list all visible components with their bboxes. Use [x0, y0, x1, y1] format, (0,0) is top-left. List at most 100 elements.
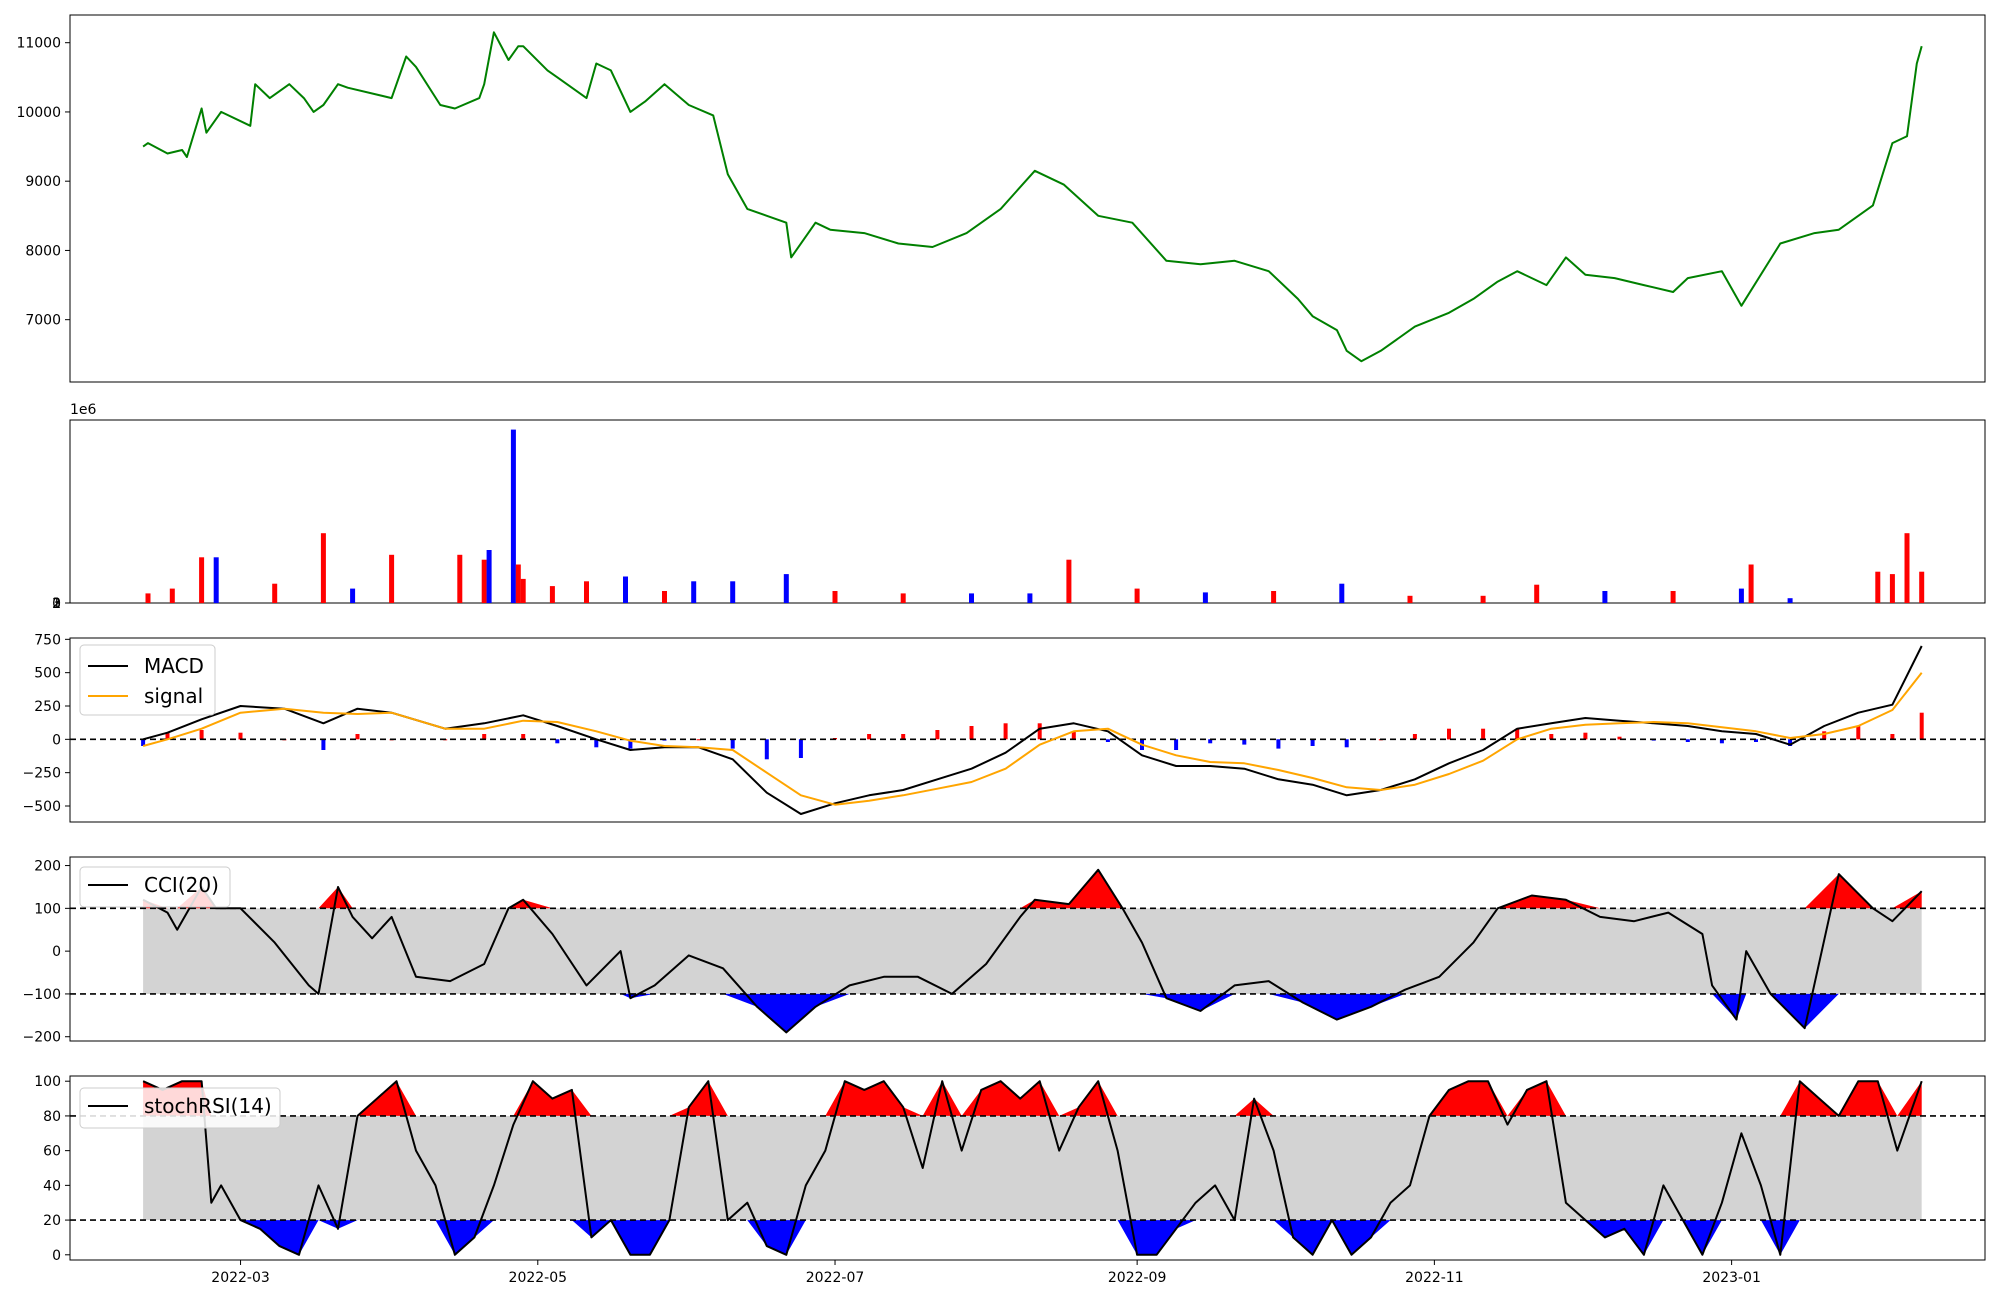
- volume-bar: [969, 593, 974, 603]
- macd-ytick-label: 500: [34, 666, 61, 682]
- macd-ytick-label: 250: [34, 699, 61, 715]
- cci-ytick-label: 0: [52, 944, 61, 960]
- volume-bar: [1748, 564, 1754, 603]
- cci-panel: −200 −100 0 100 200 CCI(20): [23, 856, 1986, 1046]
- macd-histogram-bar: [1071, 731, 1076, 740]
- volume-bar: [145, 593, 151, 603]
- volume-bar: [1738, 588, 1744, 603]
- macd-histogram-bar: [628, 739, 633, 749]
- stochrsi-ytick-label: 0: [52, 1248, 61, 1264]
- stochrsi-legend: stochRSI(14): [79, 1087, 281, 1129]
- macd-histogram-bar: [969, 726, 974, 740]
- volume-bar: [1602, 591, 1608, 603]
- volume-frame: [69, 419, 1986, 604]
- volume-bar: [1339, 583, 1345, 603]
- stochrsi-ytick-label: 100: [34, 1074, 61, 1090]
- x-tick-label: 2022-05: [509, 1270, 568, 1286]
- stochrsi-ytick-label: 60: [43, 1144, 61, 1160]
- stochrsi-panel: 0 20 40 60 80 100 stochRSI(14): [34, 1074, 1986, 1264]
- macd-ytick-label: 750: [34, 632, 61, 648]
- volume-bar: [1875, 571, 1881, 603]
- cci-legend-box: [79, 866, 231, 908]
- macd-histogram-bar: [901, 734, 906, 740]
- macd-histogram-bar: [764, 739, 769, 760]
- macd-histogram-bar: [1583, 732, 1588, 740]
- macd-histogram-bar: [1174, 739, 1179, 750]
- x-tick-label: 2022-09: [1108, 1270, 1167, 1286]
- stochrsi-fill-below: [143, 1220, 1922, 1255]
- cci-ytick-label: −100: [23, 987, 61, 1003]
- x-axis: 2022-03 2022-05 2022-07 2022-09 2022-11 2023-…: [211, 1260, 1761, 1286]
- macd-histogram-bar: [1890, 734, 1895, 740]
- volume-bar: [486, 550, 492, 603]
- macd-histogram-bar: [1617, 736, 1622, 740]
- price-panel: 7000 8000 9000 10000 11000: [16, 14, 1986, 383]
- price-ytick-label: 8000: [25, 243, 61, 259]
- macd-ytick-label: 0: [52, 732, 61, 748]
- macd-histogram-bar: [1822, 731, 1827, 740]
- macd-histogram-bar: [555, 739, 560, 744]
- volume-bar: [549, 586, 555, 603]
- stochrsi-ytick-label: 20: [43, 1213, 61, 1229]
- volume-bar: [1919, 571, 1925, 603]
- price-ytick-label: 10000: [16, 105, 61, 121]
- volume-bar: [730, 581, 736, 603]
- stochrsi-legend-box: [79, 1087, 281, 1129]
- volume-bar: [457, 554, 463, 603]
- volume-ytick-label: 0: [52, 596, 61, 612]
- macd-histogram-bar: [1003, 723, 1008, 740]
- volume-bar: [1134, 588, 1140, 603]
- volume-bar: [389, 554, 395, 603]
- macd-histogram-bar: [867, 734, 872, 740]
- macd-histogram-bar: [798, 739, 803, 758]
- cci-frame: [69, 856, 1986, 1042]
- macd-histogram-bar: [165, 732, 170, 740]
- macd-histogram-bar: [1037, 723, 1042, 740]
- macd-histogram-bar: [1549, 734, 1554, 740]
- x-tick-label: 2022-11: [1405, 1270, 1464, 1286]
- macd-legend-box: [79, 644, 216, 716]
- volume-bar: [1066, 559, 1072, 603]
- macd-histogram-bar: [1919, 712, 1924, 740]
- macd-histogram-bar: [1856, 726, 1861, 740]
- macd-histogram-bar: [1685, 739, 1690, 742]
- x-tick-label: 2022-07: [806, 1270, 865, 1286]
- macd-histogram-bar: [521, 734, 526, 740]
- volume-bar: [169, 588, 175, 603]
- cci-fill-below: [143, 993, 1922, 1033]
- macd-histogram-bar: [1481, 728, 1486, 740]
- stochrsi-ytick-label: 80: [43, 1109, 61, 1125]
- volume-bar: [481, 559, 487, 603]
- stochrsi-frame: [69, 1075, 1986, 1261]
- macd-series-signal: [142, 672, 1923, 806]
- macd-histogram-bar: [696, 739, 701, 741]
- volume-bar: [510, 429, 516, 603]
- macd-series-macd: [142, 645, 1923, 815]
- cci-line: [142, 868, 1923, 1034]
- stochrsi-legend-label: stochRSI(14): [144, 1094, 272, 1118]
- volume-ytick-label: 1: [52, 596, 61, 612]
- stochrsi-fill-above: [143, 1081, 1922, 1116]
- macd-histogram-bar: [1344, 739, 1349, 748]
- volume-bar: [1407, 595, 1413, 603]
- price-ytick-label: 9000: [25, 174, 61, 190]
- volume-bar: [584, 581, 589, 603]
- macd-histogram-bar: [199, 730, 204, 740]
- macd-histogram-bar: [1447, 728, 1451, 740]
- stochrsi-ytick-label: 40: [43, 1178, 61, 1194]
- cci-ytick-label: 100: [34, 901, 61, 917]
- volume-bar: [1271, 591, 1277, 603]
- volume-ytick-label: 3: [52, 596, 61, 612]
- volume-bar: [199, 557, 205, 604]
- macd-histogram-bar: [1208, 739, 1213, 744]
- cci-neutral-band: [143, 908, 1922, 994]
- macd-histogram-bar: [1310, 739, 1315, 746]
- macd-histogram-bar: [1515, 728, 1520, 740]
- macd-histogram-bar: [238, 732, 243, 740]
- cci-ytick-label: −200: [23, 1030, 61, 1046]
- macd-legend: MACD signal: [79, 644, 216, 716]
- x-tick-label: 2022-03: [211, 1270, 270, 1286]
- cci-legend-label: CCI(20): [144, 873, 219, 897]
- volume-bar: [350, 588, 356, 603]
